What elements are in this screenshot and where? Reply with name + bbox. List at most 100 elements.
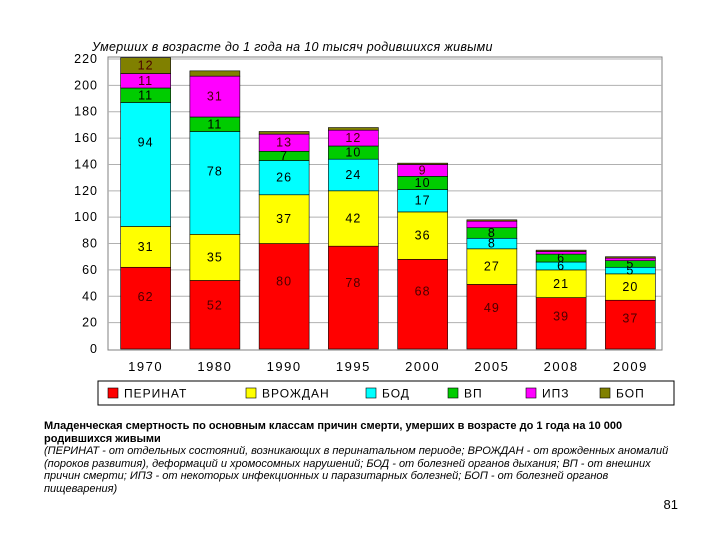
y-tick-label: 180 <box>74 105 98 119</box>
bar-segment <box>466 248 518 285</box>
bars: 6231941111125235781131803726713784224101… <box>120 57 656 350</box>
data-label: 78 <box>345 276 361 290</box>
data-label: 94 <box>138 136 154 150</box>
legend-label: БОД <box>382 387 410 401</box>
data-label: 42 <box>345 212 361 226</box>
data-label: 6 <box>557 251 565 265</box>
x-tick-label: 1980 <box>197 359 232 374</box>
data-label: 5 <box>626 257 634 271</box>
bar-segment <box>189 70 241 77</box>
bar-segment <box>120 102 171 227</box>
bar-segment <box>120 226 171 268</box>
y-tick-label: 60 <box>82 263 98 277</box>
bar-segment <box>605 273 656 301</box>
data-label: 31 <box>138 240 154 254</box>
bar-segment <box>120 266 171 350</box>
data-label: 52 <box>207 298 223 312</box>
legend-swatch <box>245 387 257 399</box>
data-label: 26 <box>276 171 292 185</box>
data-label: 31 <box>207 90 223 104</box>
figure-caption: Младенческая смертность по основным клас… <box>44 420 684 495</box>
legend-box <box>97 380 675 406</box>
x-tick-label: 2000 <box>405 359 440 374</box>
data-label: 35 <box>207 250 223 264</box>
legend-label: ПЕРИНАТ <box>124 387 187 401</box>
data-label: 17 <box>415 194 431 208</box>
y-tick-label: 220 <box>74 52 98 66</box>
legend-label: БОП <box>616 387 645 401</box>
bar-segment <box>466 219 518 222</box>
y-tick-label: 0 <box>90 342 98 356</box>
bar-segment <box>189 234 241 281</box>
y-tick-label: 20 <box>82 316 98 330</box>
bar-segment <box>535 297 587 350</box>
legend-label: ВП <box>464 387 483 401</box>
data-label: 62 <box>138 290 154 304</box>
data-label: 7 <box>280 149 288 163</box>
bar-segment <box>189 131 241 235</box>
bar-segment <box>328 245 379 350</box>
data-label: 78 <box>207 165 223 179</box>
legend-label: ИПЗ <box>542 387 570 401</box>
data-label: 80 <box>276 274 292 288</box>
legend: ПЕРИНАТ ВРОЖДАН БОД ВП ИПЗ БОП <box>97 380 675 406</box>
bar-segment <box>189 75 241 118</box>
legend-label: ВРОЖДАН <box>262 387 330 401</box>
x-tick-label: 1995 <box>336 359 371 374</box>
data-label: 11 <box>138 74 153 88</box>
bar-segment <box>258 131 310 135</box>
chart-title: Умерших в возрасте до 1 года на 10 тысяч… <box>91 40 493 54</box>
legend-swatch <box>599 387 611 399</box>
data-label: 6 <box>557 259 565 273</box>
caption-title: Младенческая смертность по основным клас… <box>44 420 623 445</box>
bar-segment <box>397 162 448 165</box>
y-tick-label: 100 <box>74 210 98 224</box>
bar-segment <box>328 158 379 192</box>
y-tick-label: 200 <box>74 78 98 92</box>
data-label: 8 <box>488 237 496 251</box>
caption-description: (ПЕРИНАТ - от отдельных состояний, возни… <box>44 445 669 495</box>
data-label: 13 <box>276 136 292 150</box>
bar-segment <box>605 257 656 261</box>
data-label: 27 <box>484 260 500 274</box>
x-tick-label: 1990 <box>267 359 302 374</box>
x-tick-label: 2005 <box>474 359 509 374</box>
bar-segment <box>397 211 448 260</box>
data-label: 68 <box>415 285 431 299</box>
bar-segment <box>328 127 379 131</box>
y-tick-label: 40 <box>82 289 98 303</box>
y-tick-label: 160 <box>74 131 98 145</box>
data-label: 10 <box>345 146 361 160</box>
page-number: 81 <box>663 497 678 512</box>
y-tick-label: 140 <box>74 157 98 171</box>
stacked-bar-chart: Умерших в возрасте до 1 года на 10 тысяч… <box>74 40 675 406</box>
x-axis: 1970 1980 1990 1995 2000 2005 2008 2009 <box>128 359 648 374</box>
data-label: 37 <box>276 212 292 226</box>
data-label: 37 <box>622 311 638 325</box>
data-label: 21 <box>553 277 569 291</box>
data-label: 39 <box>553 310 569 324</box>
data-label: 12 <box>138 59 154 73</box>
x-tick-label: 2008 <box>544 359 579 374</box>
bar-segment <box>535 249 587 252</box>
bar-segment <box>120 57 171 74</box>
legend-swatch <box>447 387 459 399</box>
bar-segment <box>466 220 518 229</box>
bar-segment <box>258 243 310 350</box>
data-label: 49 <box>484 301 500 315</box>
data-label: 10 <box>415 176 431 190</box>
bar-segment <box>466 284 518 350</box>
bar-segment <box>397 259 448 350</box>
y-tick-label: 80 <box>82 237 98 251</box>
data-label: 20 <box>622 280 638 294</box>
data-label: 12 <box>345 131 361 145</box>
data-label: 11 <box>138 88 153 102</box>
y-tick-label: 120 <box>74 184 98 198</box>
bar-segment <box>605 256 656 259</box>
x-tick-label: 1970 <box>128 359 163 374</box>
x-tick-label: 2009 <box>613 359 648 374</box>
legend-swatch <box>365 387 377 399</box>
data-label: 9 <box>419 163 427 177</box>
legend-swatch <box>107 387 119 399</box>
data-label: 24 <box>345 168 361 182</box>
